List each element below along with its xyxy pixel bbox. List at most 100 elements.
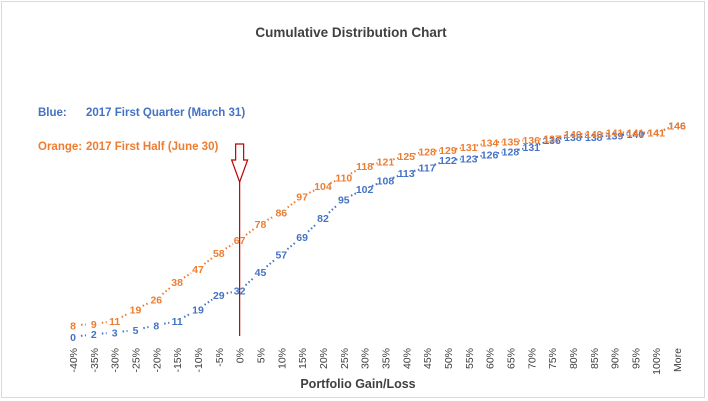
x-tick-label: 5% [255, 348, 267, 363]
data-label: 110 [335, 173, 352, 185]
series-connector [122, 329, 128, 333]
data-label: 146 [668, 120, 686, 132]
series-connector [183, 272, 192, 279]
series-connector [244, 276, 256, 286]
x-tick-label: 15% [297, 348, 309, 369]
series-connector [226, 291, 233, 295]
data-label: 117 [419, 162, 436, 174]
series-connector [663, 126, 670, 131]
data-label: 140 [585, 129, 603, 141]
data-label: 121 [377, 157, 395, 169]
x-axis-label: Portfolio Gain/Loss [300, 377, 415, 391]
series-connector [518, 147, 524, 151]
data-label: 140 [627, 129, 645, 141]
legend-blue-text: 2017 First Quarter (March 31) [86, 107, 245, 119]
x-tick-label: -20% [151, 348, 163, 373]
data-label: 19 [192, 304, 204, 316]
data-label: 138 [585, 132, 603, 144]
data-label: 9 [91, 319, 97, 331]
series-connector [392, 174, 400, 179]
series-connector [307, 222, 318, 233]
data-label: 137 [543, 133, 561, 145]
data-label: 82 [317, 213, 329, 225]
series-connector [245, 227, 255, 236]
data-label: 45 [255, 267, 267, 279]
data-label: 8 [70, 320, 76, 332]
data-label: 3 [112, 328, 118, 340]
data-label: 2 [91, 329, 97, 341]
data-label: 86 [275, 207, 287, 219]
data-label: 134 [481, 138, 499, 150]
data-label: 136 [522, 135, 540, 147]
x-tick-label: 40% [401, 348, 413, 369]
data-label: 58 [213, 248, 225, 260]
data-label: 141 [647, 128, 665, 140]
data-label: 118 [356, 161, 373, 173]
series-connector [308, 188, 317, 194]
data-label: 11 [109, 316, 120, 328]
data-label: 19 [130, 304, 142, 316]
series-connector [163, 321, 170, 325]
series-connector [413, 152, 420, 156]
data-label: 0 [70, 332, 76, 344]
data-label: 32 [234, 286, 246, 298]
data-label: 69 [296, 232, 308, 244]
x-tick-label: 25% [339, 348, 351, 369]
x-tick-label: -40% [68, 348, 80, 373]
series-connector [329, 179, 337, 185]
data-label: 141 [647, 128, 665, 140]
series-connector [328, 203, 339, 214]
data-label: 8 [153, 320, 159, 332]
series-connector [413, 168, 420, 172]
series-connector [371, 182, 379, 187]
data-label: 95 [338, 194, 350, 206]
x-tick-label: 80% [568, 348, 580, 369]
x-tick-label: 50% [443, 348, 455, 369]
x-tick-label: -35% [89, 348, 101, 373]
x-tick-label: 90% [610, 348, 622, 369]
data-label: 135 [502, 136, 520, 148]
x-tick-label: -5% [214, 348, 226, 367]
x-tick-label: 85% [589, 348, 601, 369]
data-label: 140 [564, 129, 582, 141]
data-label: 141 [627, 128, 645, 140]
series-connector [101, 321, 107, 324]
legend-entry-blue: Blue: 2017 First Quarter (March 31) [38, 107, 245, 119]
legend-blue-prefix: Blue: [38, 107, 67, 119]
data-label: 128 [502, 146, 520, 158]
x-tick-label: -30% [110, 348, 122, 373]
data-label: 78 [255, 219, 267, 231]
series-connector [497, 151, 503, 155]
series-connector [287, 200, 297, 209]
data-label: 67 [234, 235, 246, 247]
data-label: 128 [418, 146, 436, 158]
series-connector [80, 334, 87, 337]
series-connector [265, 258, 276, 268]
series-connector [538, 141, 545, 146]
series-connector [121, 312, 129, 319]
down-arrow-icon [230, 143, 249, 184]
data-label: 11 [172, 316, 183, 328]
data-label: 129 [439, 145, 457, 157]
series-connector [559, 134, 566, 138]
x-tick-label: 10% [276, 348, 288, 369]
series-connector [434, 161, 441, 166]
x-tick-label: 45% [422, 348, 434, 369]
x-tick-label: -15% [172, 348, 184, 373]
x-tick-label: -25% [130, 348, 142, 373]
legend-orange-prefix: Orange: [38, 141, 82, 153]
series-connector [476, 143, 482, 147]
legend-orange-text: 2017 First Half (June 30) [86, 141, 218, 153]
data-label: 104 [314, 181, 332, 193]
marker-layer [230, 143, 249, 336]
data-label: 125 [398, 151, 416, 163]
data-label: 131 [522, 142, 540, 154]
data-label: 136 [543, 135, 561, 147]
data-label: 123 [460, 154, 478, 166]
data-label: 26 [150, 294, 162, 306]
data-label: 102 [356, 184, 374, 196]
x-tick-label: 100% [651, 348, 663, 375]
